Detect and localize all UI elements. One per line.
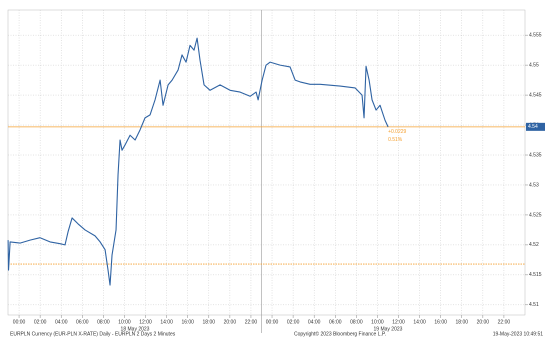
x-tick-label: 00:00 (266, 319, 279, 325)
y-tick-label: 4.52 (529, 242, 539, 248)
y-tick-label: 4.55 (529, 62, 539, 68)
y-tick-label: 4.515 (529, 272, 542, 278)
y-tick-label: 4.545 (529, 92, 542, 98)
y-tick-label: 4.535 (529, 152, 542, 158)
x-tick-label: 02:00 (34, 319, 47, 325)
x-tick-label: 06:00 (76, 319, 89, 325)
x-tick-label: 04:00 (308, 319, 321, 325)
x-tick-label: 06:00 (329, 319, 342, 325)
x-tick-label: 08:00 (350, 319, 363, 325)
day-label: 19 May 2023 (374, 326, 403, 332)
x-tick-label: 00:00 (13, 319, 26, 325)
change-label: +0.0229 (388, 129, 406, 135)
footer-copyright: Copyright© 2023 Bloomberg Finance L.P. (294, 330, 386, 337)
last-value-box (526, 122, 545, 131)
footer-left: EURPLN Currency (EUR-PLN X-RATE) Daily -… (10, 331, 176, 337)
x-tick-label: 14:00 (160, 319, 173, 325)
x-tick-label: 12:00 (392, 319, 405, 325)
footer-right: 19-May-2023 10:49:51 (493, 331, 544, 337)
x-tick-label: 12:00 (139, 319, 152, 325)
x-tick-label: 08:00 (97, 319, 110, 325)
x-tick-label: 20:00 (224, 319, 237, 325)
x-tick-label: 02:00 (287, 319, 300, 325)
x-tick-label: 18:00 (203, 319, 216, 325)
x-tick-label: 10:00 (371, 319, 384, 325)
x-tick-label: 22:00 (498, 319, 511, 325)
plot-frame (7, 9, 526, 316)
pct-label: 0.51% (388, 137, 403, 143)
x-tick-label: 18:00 (456, 319, 469, 325)
y-tick-label: 4.555 (529, 32, 542, 38)
x-tick-label: 10:00 (118, 319, 131, 325)
y-tick-label: 4.53 (529, 182, 539, 188)
x-tick-label: 04:00 (55, 319, 68, 325)
day-label: 18 May 2023 (121, 326, 150, 332)
x-tick-label: 16:00 (434, 319, 447, 325)
y-tick-label: 4.51 (529, 302, 539, 308)
y-tick-label: 4.525 (529, 212, 542, 218)
last-value-label: 4.54 (528, 124, 538, 130)
x-tick-label: 22:00 (245, 319, 258, 325)
x-tick-label: 14:00 (413, 319, 426, 325)
x-tick-label: 20:00 (477, 319, 490, 325)
price-line (7, 37, 389, 286)
x-tick-label: 16:00 (181, 319, 194, 325)
